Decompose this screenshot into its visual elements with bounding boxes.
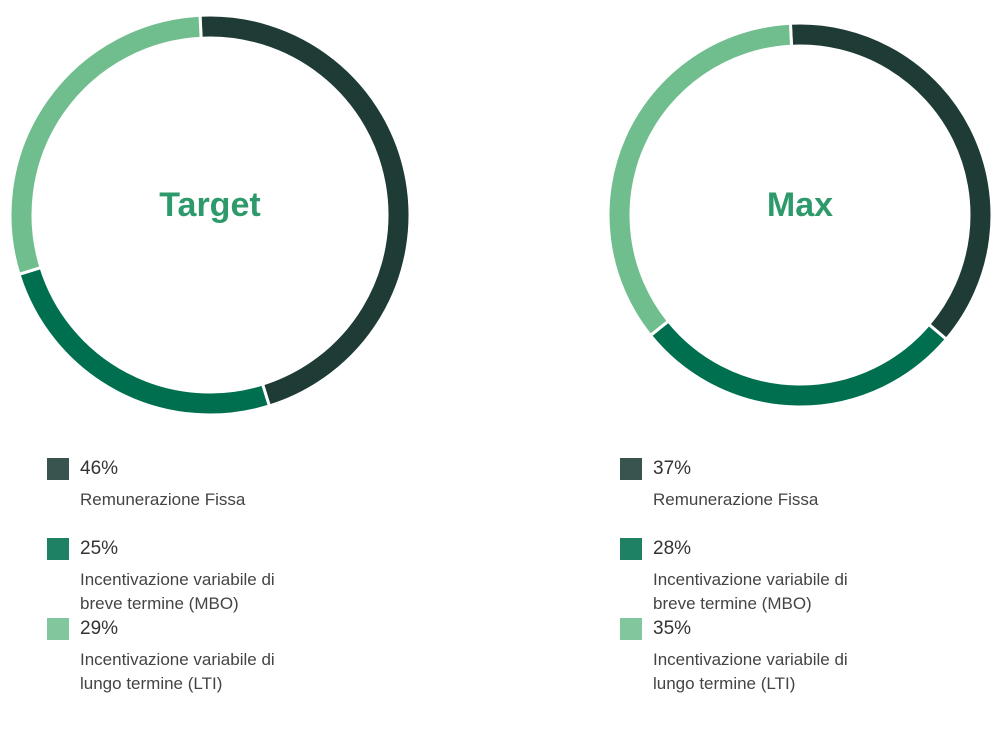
donut-segment (606, 21, 794, 338)
legend-label: Incentivazione variabile di lungo termin… (653, 650, 848, 693)
legend-swatch (620, 618, 642, 640)
center-label: Max (767, 186, 833, 224)
legend-label: Remunerazione Fissa (80, 490, 246, 509)
legend-swatch (620, 458, 642, 480)
center-label: Target (159, 186, 260, 224)
legend-value: 35% (653, 618, 692, 639)
legend-swatch (620, 538, 642, 560)
legend-swatch (47, 458, 69, 480)
donut-segment (788, 21, 994, 342)
legend-value: 25% (80, 538, 119, 559)
legend-label: Incentivazione variabile di lungo termin… (80, 650, 275, 693)
donut-segment (17, 265, 272, 417)
legend-swatch (47, 618, 69, 640)
donut-segment (8, 13, 203, 277)
legend-label: Incentivazione variabile di breve termin… (653, 570, 848, 613)
legend-value: 46% (80, 458, 119, 479)
legend-value: 28% (653, 538, 692, 559)
legend-value: 37% (653, 458, 692, 479)
legend-value: 29% (80, 618, 119, 639)
legend-swatch (47, 538, 69, 560)
legend-label: Remunerazione Fissa (653, 490, 819, 509)
legend-label: Incentivazione variabile di breve termin… (80, 570, 275, 613)
donut-segment (648, 318, 949, 409)
